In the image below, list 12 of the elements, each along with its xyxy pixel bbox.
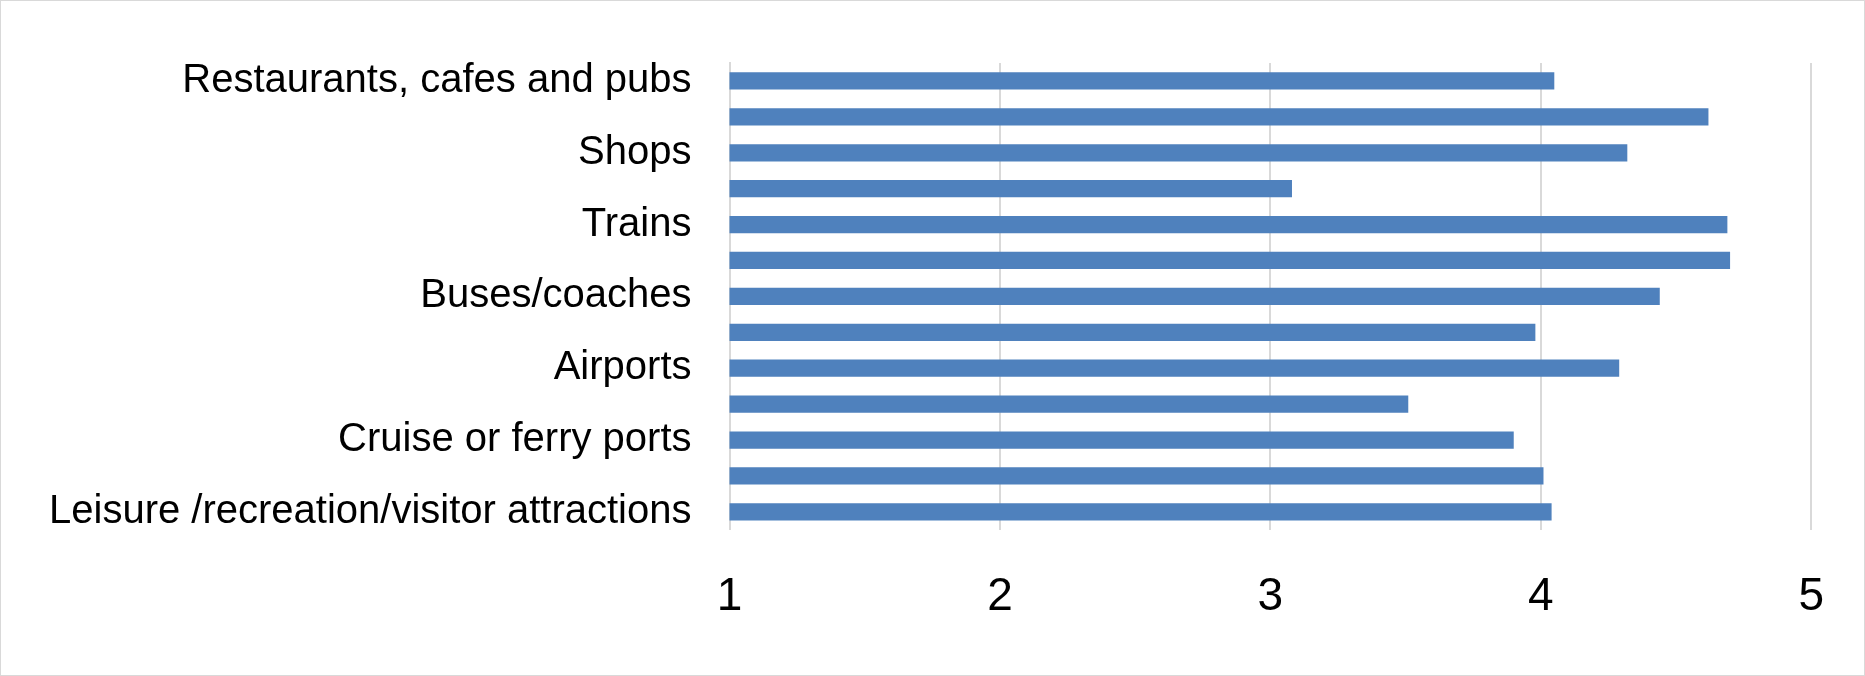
y-tick-label: Leisure /recreation/visitor attractions xyxy=(49,486,692,531)
x-tick-label: 5 xyxy=(1798,568,1825,621)
y-tick-label: Airports xyxy=(553,343,692,388)
x-tick-label: 3 xyxy=(1257,568,1284,621)
y-tick-label: Restaurants, cafes and pubs xyxy=(182,55,692,100)
x-tick-label: 4 xyxy=(1527,568,1554,621)
y-tick-label: Buses/coaches xyxy=(420,271,692,316)
y-tick-label: Cruise or ferry ports xyxy=(338,415,692,460)
x-tick-label: 2 xyxy=(987,568,1013,621)
y-tick-label: Trains xyxy=(581,199,692,244)
x-tick-label: 1 xyxy=(716,568,743,621)
y-tick-label: Shops xyxy=(578,127,692,172)
